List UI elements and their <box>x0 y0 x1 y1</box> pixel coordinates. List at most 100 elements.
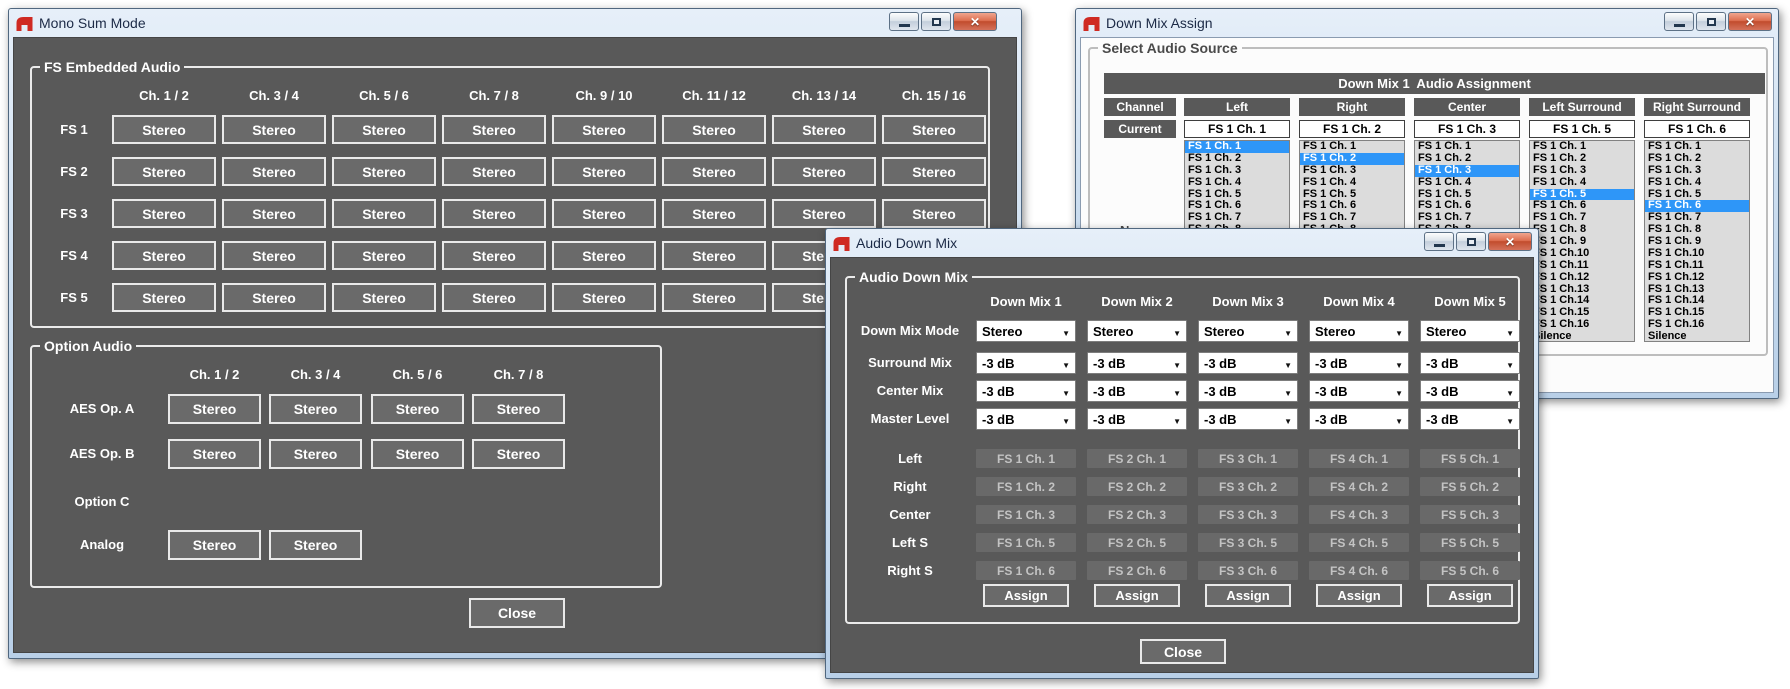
stereo-button[interactable]: Stereo <box>112 157 216 186</box>
list-item[interactable]: FS 1 Ch. 6 <box>1645 199 1749 213</box>
list-item[interactable]: FS 1 Ch.11 <box>1648 258 1704 271</box>
stereo-button[interactable]: Stereo <box>112 283 216 312</box>
list-item[interactable]: FS 1 Ch. 6 <box>1533 199 1587 212</box>
mix-dropdown[interactable]: Stereo <box>1198 320 1298 342</box>
mix-dropdown[interactable]: -3 dB <box>1198 408 1298 430</box>
list-item[interactable]: FS 1 Ch. 7 <box>1648 211 1702 224</box>
list-item[interactable]: FS 1 Ch. 3 <box>1648 163 1702 176</box>
assign-button[interactable]: Assign <box>1094 584 1180 607</box>
stereo-button[interactable]: Stereo <box>552 283 656 312</box>
titlebar[interactable]: Down Mix Assign <box>1076 9 1778 37</box>
stereo-button[interactable]: Stereo <box>168 394 261 424</box>
close-button[interactable] <box>1488 232 1532 251</box>
stereo-button[interactable]: Stereo <box>442 157 546 186</box>
stereo-button[interactable]: Stereo <box>332 115 436 144</box>
stereo-button[interactable]: Stereo <box>662 157 766 186</box>
list-item[interactable]: FS 1 Ch. 1 <box>1185 141 1289 153</box>
stereo-button[interactable]: Stereo <box>552 241 656 270</box>
mix-dropdown[interactable]: -3 dB <box>1420 408 1520 430</box>
stereo-button[interactable]: Stereo <box>112 199 216 228</box>
list-item[interactable]: FS 1 Ch. 5 <box>1530 188 1634 201</box>
list-item[interactable]: FS 1 Ch. 8 <box>1648 223 1702 236</box>
stereo-button[interactable]: Stereo <box>222 199 326 228</box>
list-item[interactable]: FS 1 Ch.14 <box>1648 294 1705 307</box>
stereo-button[interactable]: Stereo <box>772 115 876 144</box>
list-item[interactable]: FS 1 Ch. 6 <box>1188 199 1242 212</box>
stereo-button[interactable]: Stereo <box>552 115 656 144</box>
stereo-button[interactable]: Stereo <box>442 241 546 270</box>
stereo-button[interactable]: Stereo <box>269 530 362 560</box>
mix-dropdown[interactable]: -3 dB <box>976 352 1076 374</box>
stereo-button[interactable]: Stereo <box>882 115 986 144</box>
mix-dropdown[interactable]: Stereo <box>976 320 1076 342</box>
list-item[interactable]: FS 1 Ch. 5 <box>1188 187 1242 200</box>
list-item[interactable]: FS 1 Ch. 7 <box>1188 211 1242 224</box>
list-item[interactable]: Silence <box>1648 330 1687 342</box>
stereo-button[interactable]: Stereo <box>472 394 565 424</box>
list-item[interactable]: FS 1 Ch. 4 <box>1648 175 1702 188</box>
stereo-button[interactable]: Stereo <box>772 157 876 186</box>
list-item[interactable]: FS 1 Ch. 2 <box>1188 151 1242 164</box>
minimize-button[interactable] <box>889 12 919 31</box>
assign-button[interactable]: Assign <box>983 584 1069 607</box>
list-item[interactable]: FS 1 Ch. 1 <box>1418 140 1472 152</box>
maximize-button[interactable] <box>1456 232 1486 251</box>
stereo-button[interactable]: Stereo <box>662 115 766 144</box>
stereo-button[interactable]: Stereo <box>332 283 436 312</box>
list-item[interactable]: FS 1 Ch. 1 <box>1533 140 1587 152</box>
list-item[interactable]: FS 1 Ch.10 <box>1648 246 1705 259</box>
stereo-button[interactable]: Stereo <box>772 199 876 228</box>
list-item[interactable]: FS 1 Ch. 1 <box>1303 140 1357 152</box>
list-item[interactable]: FS 1 Ch. 9 <box>1648 235 1702 247</box>
list-item[interactable]: FS 1 Ch. 9 <box>1533 235 1587 247</box>
list-item[interactable]: FS 1 Ch.10 <box>1533 246 1590 259</box>
stereo-button[interactable]: Stereo <box>662 283 766 312</box>
list-item[interactable]: FS 1 Ch. 5 <box>1303 187 1357 200</box>
titlebar[interactable]: Audio Down Mix <box>826 229 1538 257</box>
mix-dropdown[interactable]: -3 dB <box>1087 408 1187 430</box>
stereo-button[interactable]: Stereo <box>269 394 362 424</box>
titlebar[interactable]: Mono Sum Mode <box>9 9 1021 37</box>
list-item[interactable]: Silence <box>1533 330 1572 342</box>
list-item[interactable]: FS 1 Ch. 5 <box>1418 187 1472 200</box>
list-item[interactable]: FS 1 Ch. 4 <box>1188 175 1242 188</box>
stereo-button[interactable]: Stereo <box>222 115 326 144</box>
close-dialog-button[interactable]: Close <box>1140 639 1226 664</box>
stereo-button[interactable]: Stereo <box>552 157 656 186</box>
source-listbox[interactable]: FS 1 Ch. 1 FS 1 Ch. 2 FS 1 Ch. 3 FS 1 Ch. 4… <box>1644 140 1750 342</box>
stereo-button[interactable]: Stereo <box>112 115 216 144</box>
stereo-button[interactable]: Stereo <box>552 199 656 228</box>
list-item[interactable]: FS 1 Ch.13 <box>1648 282 1705 295</box>
source-listbox[interactable]: FS 1 Ch. 1 FS 1 Ch. 2 FS 1 Ch. 3 FS 1 Ch. 4… <box>1529 140 1635 342</box>
list-item[interactable]: FS 1 Ch. 4 <box>1303 175 1357 188</box>
list-item[interactable]: FS 1 Ch. 3 <box>1303 163 1357 176</box>
list-item[interactable]: FS 1 Ch. 5 <box>1648 187 1702 200</box>
list-item[interactable]: FS 1 Ch.11 <box>1533 258 1589 271</box>
list-item[interactable]: FS 1 Ch. 7 <box>1533 211 1587 224</box>
stereo-button[interactable]: Stereo <box>442 115 546 144</box>
stereo-button[interactable]: Stereo <box>269 439 362 469</box>
mix-dropdown[interactable]: Stereo <box>1087 320 1187 342</box>
stereo-button[interactable]: Stereo <box>472 439 565 469</box>
stereo-button[interactable]: Stereo <box>222 283 326 312</box>
list-item[interactable]: FS 1 Ch. 8 <box>1533 223 1587 236</box>
close-button[interactable] <box>953 12 997 31</box>
list-item[interactable]: FS 1 Ch.13 <box>1533 282 1590 295</box>
list-item[interactable]: FS 1 Ch.15 <box>1533 306 1590 319</box>
stereo-button[interactable]: Stereo <box>442 199 546 228</box>
mix-dropdown[interactable]: -3 dB <box>1420 380 1520 402</box>
list-item[interactable]: FS 1 Ch.15 <box>1648 306 1705 319</box>
close-button[interactable] <box>1728 12 1772 31</box>
mix-dropdown[interactable]: -3 dB <box>976 408 1076 430</box>
stereo-button[interactable]: Stereo <box>332 157 436 186</box>
stereo-button[interactable]: Stereo <box>882 157 986 186</box>
list-item[interactable]: FS 1 Ch.12 <box>1648 270 1705 283</box>
stereo-button[interactable]: Stereo <box>332 199 436 228</box>
stereo-button[interactable]: Stereo <box>662 199 766 228</box>
mix-dropdown[interactable]: -3 dB <box>976 380 1076 402</box>
mix-dropdown[interactable]: -3 dB <box>1420 352 1520 374</box>
maximize-button[interactable] <box>921 12 951 31</box>
mix-dropdown[interactable]: -3 dB <box>1309 380 1409 402</box>
list-item[interactable]: FS 1 Ch. 7 <box>1303 211 1357 224</box>
list-item[interactable]: FS 1 Ch.14 <box>1533 294 1590 307</box>
